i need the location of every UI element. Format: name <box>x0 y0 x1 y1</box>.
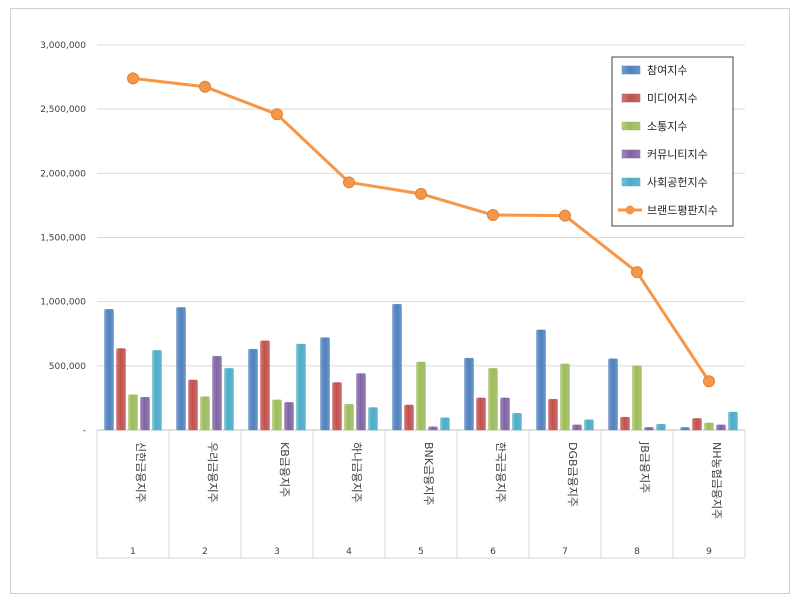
bar <box>344 404 354 431</box>
bar <box>656 424 666 431</box>
bar <box>404 404 414 431</box>
bar <box>488 368 498 431</box>
rank-label: 4 <box>346 547 352 557</box>
legend-swatch <box>621 121 641 131</box>
bar <box>560 363 570 431</box>
y-tick-label: 3,000,000 <box>40 41 86 51</box>
legend-swatch-marker <box>625 205 635 215</box>
rank-label: 3 <box>274 547 280 557</box>
legend-box <box>611 56 734 227</box>
legend-swatch <box>621 93 641 103</box>
y-tick-label: 2,000,000 <box>40 169 86 179</box>
y-tick-label: 1,000,000 <box>40 298 86 308</box>
bar <box>200 396 210 431</box>
bar <box>368 407 378 431</box>
rank-label: 1 <box>130 547 136 557</box>
rank-label: 2 <box>202 547 208 557</box>
bar <box>680 427 690 431</box>
legend-swatch <box>621 149 641 159</box>
legend-label: 커뮤니티지수 <box>647 148 708 161</box>
category-label: 한국금융지주 <box>494 442 507 503</box>
bar <box>212 356 222 431</box>
brand-index-point <box>343 176 355 189</box>
legend-label: 미디어지수 <box>647 92 698 105</box>
brand-index-point <box>487 209 499 222</box>
bar <box>728 411 738 431</box>
bar <box>512 413 522 431</box>
bar <box>272 399 282 431</box>
category-label: JB금융지주 <box>638 441 651 493</box>
rank-label: 8 <box>634 547 640 557</box>
bar <box>224 368 234 431</box>
bar <box>356 373 366 431</box>
bar <box>632 365 642 431</box>
bar <box>128 394 138 431</box>
brand-index-point <box>199 80 211 93</box>
bar <box>188 379 198 431</box>
category-label: KB금융지주 <box>278 442 291 497</box>
bar <box>260 340 270 431</box>
brand-index-point <box>271 108 283 121</box>
bar <box>140 397 150 431</box>
rank-label: 6 <box>490 547 496 557</box>
bar <box>536 329 546 431</box>
brand-index-point <box>127 72 139 85</box>
legend-swatch <box>621 65 641 75</box>
bar <box>296 343 306 431</box>
legend-label: 사회공헌지수 <box>647 176 708 189</box>
legend-label: 참여지수 <box>647 64 687 77</box>
bar <box>176 307 186 431</box>
bar <box>500 397 510 431</box>
bar <box>416 361 426 431</box>
rank-label: 9 <box>706 547 712 557</box>
bar <box>584 419 594 431</box>
bar <box>440 417 450 431</box>
y-tick-label: 500,000 <box>49 362 86 372</box>
bar <box>116 348 126 431</box>
bar <box>248 348 258 431</box>
bar <box>332 382 342 431</box>
rank-label: 7 <box>562 547 568 557</box>
y-tick-label: 1,500,000 <box>40 234 86 244</box>
bar <box>608 358 618 431</box>
category-label: BNK금융지주 <box>422 442 435 505</box>
category-label: 신한금융지주 <box>134 442 147 503</box>
legend-label: 브랜드평판지수 <box>647 204 718 217</box>
bar <box>464 357 474 431</box>
bar <box>392 304 402 431</box>
rank-label: 5 <box>418 547 424 557</box>
legend-swatch <box>621 177 641 187</box>
brand-index-point <box>703 375 715 388</box>
category-label: 하나금융지주 <box>350 442 364 503</box>
y-tick-label: - <box>83 426 86 436</box>
bar <box>716 424 726 431</box>
bar <box>692 418 702 431</box>
category-label: NH농협금융지주 <box>710 442 723 519</box>
brand-index-point <box>415 187 427 200</box>
brand-index-point <box>631 266 643 279</box>
legend-label: 소통지수 <box>647 120 687 133</box>
brand-index-point <box>559 209 571 222</box>
category-label: DGB금융지주 <box>566 442 579 507</box>
bar <box>620 416 630 431</box>
bar <box>548 399 558 431</box>
bar <box>428 426 438 431</box>
bar <box>152 350 162 431</box>
bar <box>284 402 294 431</box>
category-label: 우리금융지주 <box>206 442 219 503</box>
bar <box>644 427 654 431</box>
bar <box>476 397 486 431</box>
bar <box>572 424 582 431</box>
bar <box>704 422 714 431</box>
y-tick-label: 2,500,000 <box>40 105 86 115</box>
bar <box>104 309 114 431</box>
bar <box>320 337 330 431</box>
